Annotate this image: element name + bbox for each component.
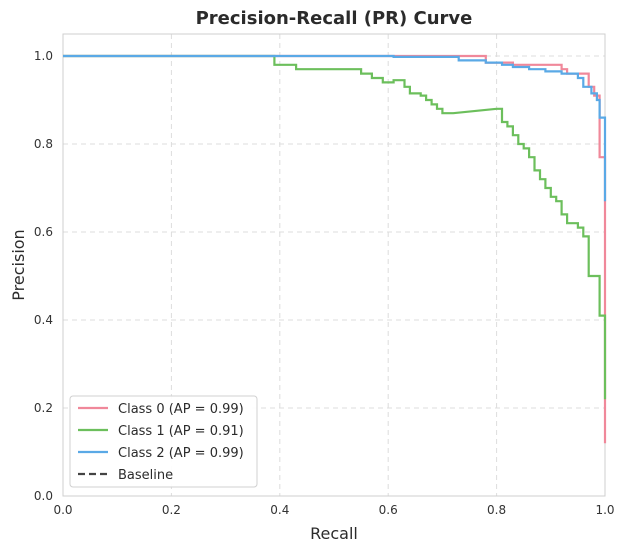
y-tick-label: 0.0 [34, 489, 53, 503]
series-line-2 [63, 54, 607, 202]
series-lines [63, 54, 607, 444]
chart-title: Precision-Recall (PR) Curve [196, 8, 473, 29]
y-axis-ticks: 0.0 0.2 0.4 0.6 0.8 1.0 [34, 49, 53, 503]
x-axis-label: Recall [310, 524, 358, 543]
legend-label-baseline: Baseline [118, 468, 173, 483]
legend-box [69, 395, 258, 488]
y-tick-label: 0.6 [34, 225, 53, 239]
x-tick-label: 0.0 [53, 503, 72, 517]
x-tick-label: 0.4 [270, 503, 289, 517]
legend-label-class-1: Class 1 (AP = 0.91) [118, 424, 244, 439]
y-axis-label: Precision [9, 229, 28, 300]
x-tick-label: 0.8 [487, 503, 506, 517]
x-tick-label: 1.0 [595, 503, 614, 517]
y-tick-label: 0.8 [34, 137, 53, 151]
legend-label-class-0: Class 0 (AP = 0.99) [118, 402, 244, 417]
legend-label-class-2: Class 2 (AP = 0.99) [118, 446, 244, 461]
x-tick-label: 0.6 [379, 503, 398, 517]
y-tick-label: 1.0 [34, 49, 53, 63]
x-axis-ticks: 0.0 0.2 0.4 0.6 0.8 1.0 [53, 503, 614, 517]
y-tick-label: 0.4 [34, 313, 53, 327]
legend: Class 0 (AP = 0.99) Class 1 (AP = 0.91) … [69, 395, 258, 488]
y-tick-label: 0.2 [34, 401, 53, 415]
series-line-1 [63, 54, 607, 400]
x-tick-label: 0.2 [162, 503, 181, 517]
